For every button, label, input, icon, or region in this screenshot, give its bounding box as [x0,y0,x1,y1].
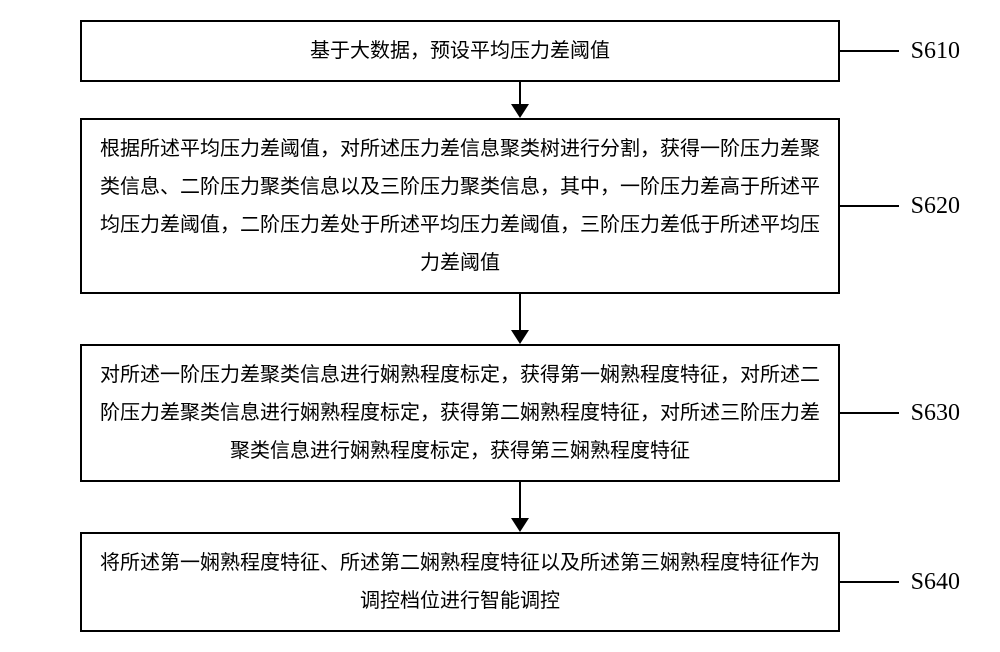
connector-line [840,50,899,52]
arrow-head-icon [511,330,529,344]
arrow-shaft [519,82,521,104]
flowchart-container: 基于大数据，预设平均压力差阈值 S610 根据所述平均压力差阈值，对所述压力差信… [40,20,960,632]
step-connector: S630 [840,400,960,427]
step-label: S610 [899,38,960,65]
step-connector: S610 [840,38,960,65]
step-connector: S620 [840,193,960,220]
arrow-down [140,482,900,532]
arrow-down [140,82,900,118]
flow-step-row: 将所述第一娴熟程度特征、所述第二娴熟程度特征以及所述第三娴熟程度特征作为调控档位… [40,532,960,632]
step-label: S630 [899,400,960,427]
flow-step-box: 对所述一阶压力差聚类信息进行娴熟程度标定，获得第一娴熟程度特征，对所述二阶压力差… [80,344,840,482]
arrow-shaft [519,482,521,518]
flow-step-text: 基于大数据，预设平均压力差阈值 [98,32,822,70]
connector-line [840,412,899,414]
flow-step-text: 将所述第一娴熟程度特征、所述第二娴熟程度特征以及所述第三娴熟程度特征作为调控档位… [98,544,822,620]
arrow-down [140,294,900,344]
flow-step-text: 对所述一阶压力差聚类信息进行娴熟程度标定，获得第一娴熟程度特征，对所述二阶压力差… [98,356,822,470]
flow-step-row: 基于大数据，预设平均压力差阈值 S610 [40,20,960,82]
connector-line [840,205,899,207]
flow-step-box: 基于大数据，预设平均压力差阈值 [80,20,840,82]
flow-step-box: 将所述第一娴熟程度特征、所述第二娴熟程度特征以及所述第三娴熟程度特征作为调控档位… [80,532,840,632]
step-connector: S640 [840,569,960,596]
connector-line [840,581,899,583]
arrow-shaft [519,294,521,330]
flow-step-text: 根据所述平均压力差阈值，对所述压力差信息聚类树进行分割，获得一阶压力差聚类信息、… [98,130,822,282]
arrow-head-icon [511,518,529,532]
arrow-head-icon [511,104,529,118]
flow-step-row: 对所述一阶压力差聚类信息进行娴熟程度标定，获得第一娴熟程度特征，对所述二阶压力差… [40,344,960,482]
flow-step-row: 根据所述平均压力差阈值，对所述压力差信息聚类树进行分割，获得一阶压力差聚类信息、… [40,118,960,294]
step-label: S620 [899,193,960,220]
step-label: S640 [899,569,960,596]
flow-step-box: 根据所述平均压力差阈值，对所述压力差信息聚类树进行分割，获得一阶压力差聚类信息、… [80,118,840,294]
